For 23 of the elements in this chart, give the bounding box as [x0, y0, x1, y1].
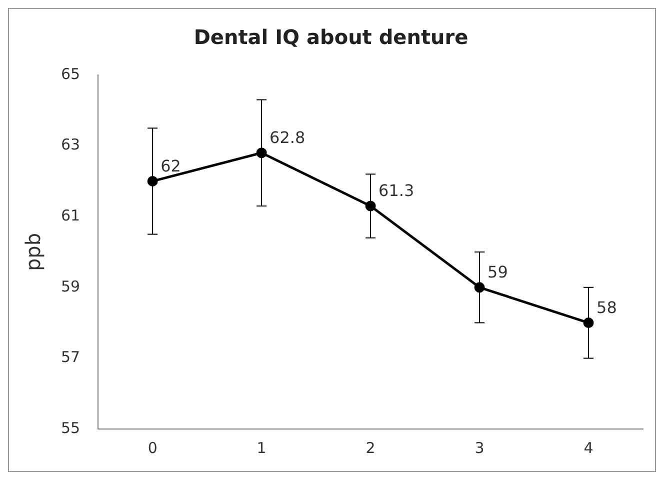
x-tick-label: 4 [584, 438, 594, 457]
y-tick-label: 55 [60, 418, 80, 437]
point [256, 148, 267, 158]
x-tick-label: 0 [148, 438, 158, 457]
point [583, 318, 594, 328]
y-tick-label: 59 [60, 277, 80, 296]
x-tick-label: 3 [474, 438, 484, 457]
point [147, 176, 158, 186]
x-tick-label: 2 [366, 438, 376, 457]
data-label: 62.8 [270, 128, 306, 148]
point [474, 282, 485, 293]
data-label: 61.3 [378, 181, 414, 200]
y-tick-label: 63 [60, 136, 80, 154]
y-tick-label: 61 [60, 206, 80, 224]
y-tick-label: 65 [60, 64, 80, 83]
point [365, 200, 376, 212]
chart-title: Dental IQ about denture [194, 25, 468, 50]
y-tick-label: 57 [60, 348, 80, 366]
data-label: 58 [596, 298, 617, 317]
data-label: 62 [160, 156, 181, 176]
x-tick-label: 1 [256, 438, 266, 457]
y-axis-title: ppb [21, 232, 46, 272]
data-label: 59 [488, 262, 508, 282]
